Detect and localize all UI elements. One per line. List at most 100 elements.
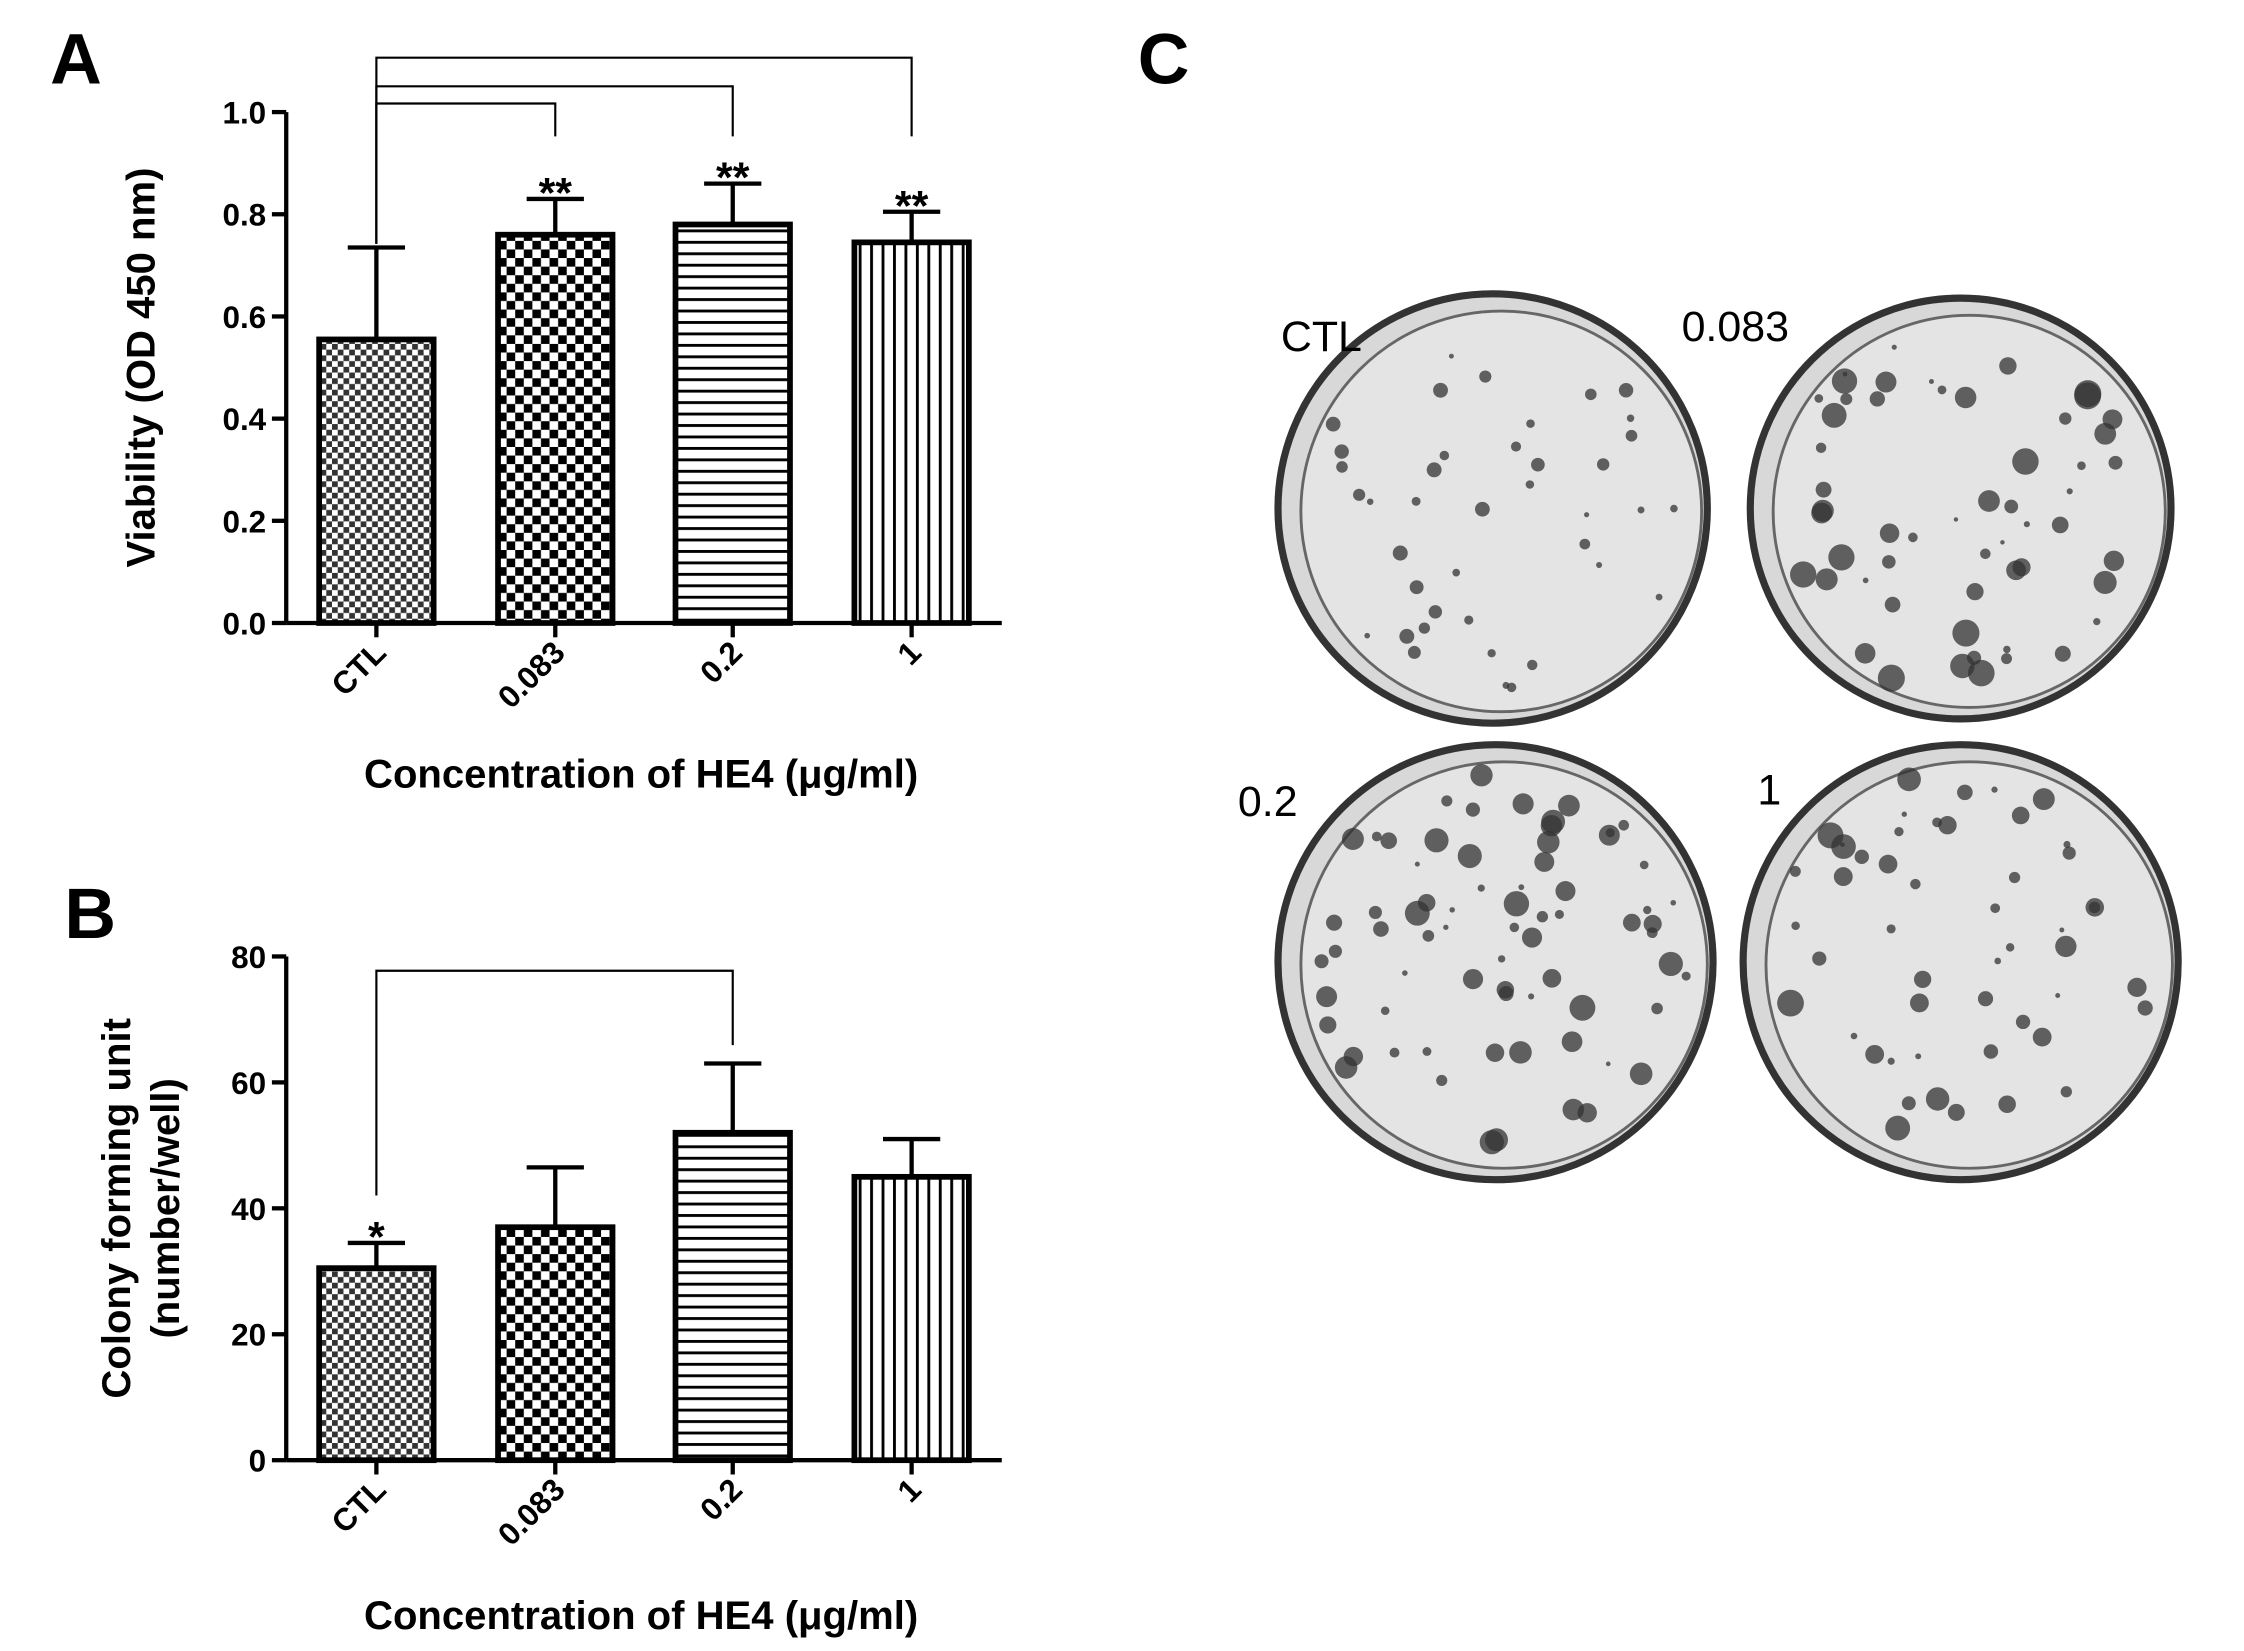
colony: [1596, 562, 1603, 569]
colony: [1937, 385, 1947, 395]
colony: [1380, 1006, 1390, 1016]
colony: [1368, 905, 1382, 920]
colony: [2094, 422, 2117, 445]
bar: [672, 1129, 793, 1464]
colony: [1428, 605, 1443, 619]
colony: [1364, 632, 1371, 639]
colony: [1885, 1115, 1911, 1141]
significance-bracket: [375, 102, 557, 244]
colony: [1815, 481, 1832, 498]
colony: [1433, 382, 1448, 398]
colony: [2011, 806, 2030, 825]
colony: [1407, 645, 1421, 659]
colony: [2012, 558, 2031, 577]
bar: [316, 1265, 437, 1464]
colony: [1314, 954, 1329, 969]
colony: [1414, 861, 1420, 867]
colony: [1325, 416, 1341, 432]
colony: [1526, 419, 1535, 428]
colony: [1618, 383, 1634, 398]
colony: [1319, 1016, 1337, 1034]
colony: [2059, 927, 2065, 933]
significance-bracket: [375, 969, 734, 1196]
colony: [1439, 450, 1450, 461]
colony: [1479, 370, 1492, 383]
colony: [1531, 457, 1545, 472]
y-tick-label: 20: [231, 1318, 266, 1353]
colony: [1485, 1043, 1505, 1062]
colony: [1670, 504, 1678, 513]
colony: [2060, 1086, 2072, 1098]
y-axis-label: Colony forming unit: [95, 1018, 139, 1399]
colony: [1585, 388, 1597, 401]
colony: [2085, 898, 2105, 917]
colony: [2000, 540, 2005, 545]
colony: [2093, 570, 2117, 595]
colony: [1422, 1047, 1432, 1056]
y-tick-label: 40: [231, 1192, 266, 1227]
colony: [1584, 512, 1590, 518]
colony: [1464, 615, 1474, 625]
x-axis-label: Concentration of HE4 (μg/ml): [364, 753, 918, 797]
colony: [1577, 1103, 1597, 1123]
colony: [1910, 878, 1921, 890]
colony: [2032, 1027, 2052, 1047]
colony: [2015, 1014, 2031, 1030]
colony: [1380, 832, 1397, 849]
colony: [1596, 458, 1610, 471]
plate: [1274, 741, 1717, 1184]
colony: [1371, 831, 1382, 842]
colony: [1426, 462, 1442, 478]
colony: [1497, 955, 1506, 963]
colony: [2054, 645, 2071, 662]
colony: [1884, 596, 1901, 613]
colony: [1994, 957, 2002, 965]
colony: [1462, 969, 1484, 990]
plate: [1746, 294, 2175, 723]
x-tick-label: 1: [891, 635, 928, 672]
colony: [1389, 1047, 1400, 1058]
colony: [1402, 970, 1408, 976]
colony: [1655, 593, 1663, 601]
colony: [1542, 968, 1562, 988]
colony: [1336, 461, 1348, 473]
bar: [316, 336, 437, 626]
colony: [1411, 496, 1421, 506]
colony: [1477, 884, 1485, 892]
colony: [1840, 393, 1853, 406]
colony: [1479, 1130, 1504, 1155]
colony: [2093, 617, 2101, 626]
significance-label: *: [368, 1214, 385, 1262]
colony: [1954, 386, 1977, 409]
colony: [1999, 357, 2017, 375]
colony: [1790, 561, 1817, 588]
colony: [1555, 881, 1576, 902]
colony: [1854, 643, 1876, 664]
colony: [2127, 977, 2147, 998]
plate: [1739, 741, 2182, 1184]
colony: [1521, 927, 1543, 948]
colony: [2137, 1000, 2153, 1016]
colony: [1840, 842, 1845, 847]
colony: [1854, 849, 1869, 864]
x-tick-label: CTL: [325, 1472, 393, 1540]
y-axis-label: (number/well): [144, 1078, 188, 1338]
colony: [2003, 645, 2011, 654]
x-tick-label: CTL: [325, 635, 393, 703]
colony: [1811, 502, 1833, 524]
colony: [1938, 816, 1957, 835]
colony: [1622, 913, 1641, 932]
colony: [1528, 993, 1535, 1000]
colony: [1821, 402, 1847, 428]
colony: [1373, 921, 1389, 937]
colony: [1966, 583, 1984, 601]
colony: [2004, 499, 2019, 514]
x-tick-label: 0.083: [491, 635, 571, 715]
colony: [2063, 840, 2071, 848]
colony: [1316, 986, 1338, 1008]
colony: [1605, 1061, 1611, 1067]
panel-label: C: [1138, 19, 1190, 99]
colony: [1913, 970, 1932, 988]
colony: [2012, 448, 2039, 475]
